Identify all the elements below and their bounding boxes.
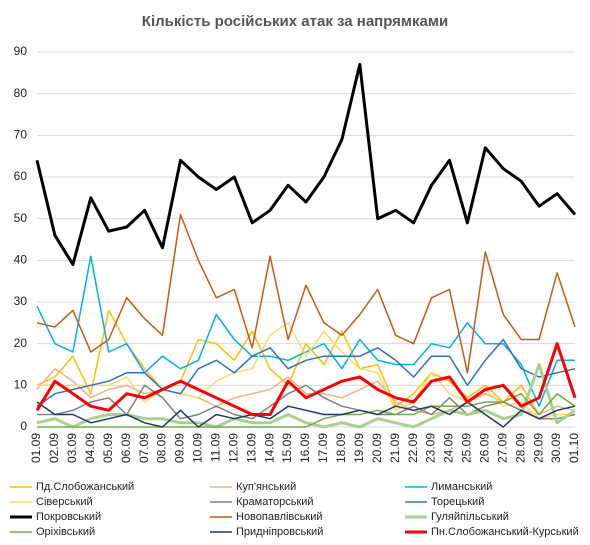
x-tick-label: 25.09	[460, 433, 474, 463]
x-tick-label: 27.09	[495, 433, 509, 463]
x-tick-label: 06.09	[119, 433, 133, 463]
y-tick-label: 20	[14, 336, 28, 350]
x-tick-label: 29.09	[531, 433, 545, 463]
legend-label: Краматорський	[236, 496, 314, 508]
chart-title: Кількість російських атак за напрямками	[142, 13, 448, 30]
series-line	[36, 338, 576, 407]
y-tick-label: 80	[14, 86, 28, 100]
legend-label: Сіверський	[36, 496, 93, 508]
legend-label: Оріхівський	[36, 526, 95, 538]
y-tick-label: 60	[14, 169, 28, 183]
y-tick-label: 0	[20, 419, 27, 433]
y-tick-label: 30	[14, 294, 28, 308]
x-tick-label: 19.09	[352, 433, 366, 463]
x-tick-label: 01.10	[567, 433, 581, 463]
y-tick-label: 40	[14, 253, 28, 267]
x-tick-label: 04.09	[83, 433, 97, 463]
x-tick-label: 14.09	[262, 433, 276, 463]
series-line	[35, 63, 577, 266]
x-tick-label: 17.09	[316, 433, 330, 463]
series-line	[36, 213, 576, 374]
x-tick-label: 13.09	[244, 433, 258, 463]
x-tick-label: 05.09	[101, 433, 115, 463]
x-tick-label: 12.09	[226, 433, 240, 463]
x-tick-label: 02.09	[47, 433, 61, 463]
x-tick-label: 08.09	[155, 433, 169, 463]
series-line	[36, 367, 576, 416]
legend-label: Покровський	[36, 511, 101, 523]
x-tick-label: 24.09	[442, 433, 456, 463]
x-tick-label: 26.09	[478, 433, 492, 463]
x-tick-label: 23.09	[424, 433, 438, 463]
x-tick-label: 16.09	[298, 433, 312, 463]
x-tick-label: 28.09	[513, 433, 527, 463]
series-line	[37, 392, 576, 428]
x-tick-label: 15.09	[280, 433, 294, 463]
x-tick-label: 21.09	[388, 433, 402, 463]
x-tick-label: 07.09	[137, 433, 151, 463]
series-line	[36, 255, 575, 407]
legend-label: Лиманський	[431, 481, 492, 493]
legend-label: Придніпровський	[236, 526, 323, 538]
x-tick-label: 10.09	[191, 433, 205, 463]
x-tick-label: 22.09	[406, 433, 420, 463]
y-tick-label: 50	[14, 211, 28, 225]
legend-label: Новопавлівський	[236, 511, 322, 523]
legend-label: Пд.Слобожанський	[36, 481, 134, 493]
x-tick-label: 09.09	[173, 433, 187, 463]
series-line	[35, 342, 577, 416]
y-tick-label: 10	[14, 378, 28, 392]
y-tick-label: 70	[14, 128, 28, 142]
x-tick-label: 30.09	[549, 433, 563, 463]
y-tick-label: 90	[14, 44, 28, 58]
series-line	[36, 363, 576, 429]
x-tick-label: 20.09	[370, 433, 384, 463]
legend-label: Гуляйпільський	[431, 511, 509, 523]
x-tick-label: 11.09	[209, 433, 223, 462]
legend-label: Торецький	[431, 496, 484, 508]
series-line	[36, 401, 576, 428]
legend-label: Куп'янський	[236, 481, 296, 493]
x-tick-label: 01.09	[29, 433, 43, 463]
legend-label: Пн.Слобожанський-Курський	[431, 526, 579, 538]
x-tick-label: 18.09	[334, 433, 348, 463]
x-tick-label: 03.09	[65, 433, 79, 463]
